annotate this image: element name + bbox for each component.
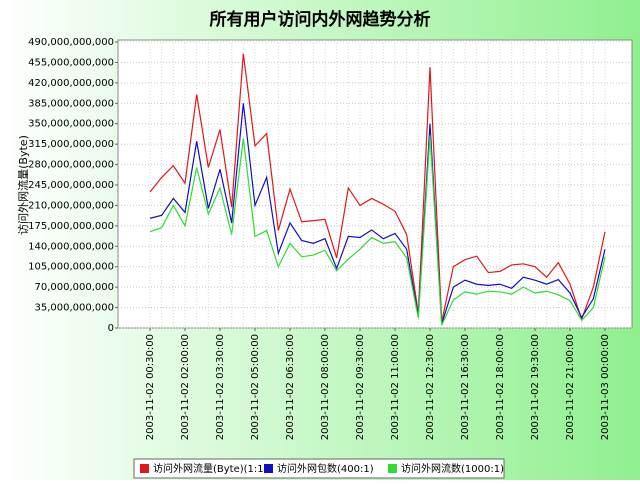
y-tick-label: 385,000,000,000 [28,98,114,109]
x-tick-label: 2003-11-02 18:00:00 [495,334,506,440]
y-tick-label: 140,000,000,000 [28,241,114,252]
y-tick-label: 280,000,000,000 [28,160,114,171]
y-tick-label: 105,000,000,000 [28,262,114,273]
y-tick-label: 245,000,000,000 [28,180,114,191]
y-tick-label: 35,000,000,000 [34,303,114,314]
x-tick-label: 2003-11-02 09:30:00 [355,334,366,440]
series-line [149,135,606,326]
x-tick-label: 2003-11-02 12:30:00 [425,334,436,440]
y-tick-label: 455,000,000,000 [28,57,114,68]
y-tick-label: 70,000,000,000 [34,282,114,293]
x-tick-label: 2003-11-02 02:00:00 [180,334,191,440]
y-tick-label: 0 [108,323,114,334]
x-tick-label: 2003-11-02 11:00:00 [390,334,401,440]
legend-swatch [388,464,397,473]
y-tick-label: 210,000,000,000 [28,200,114,211]
legend-swatch [140,464,149,473]
x-tick-label: 2003-11-02 00:30:00 [145,334,156,440]
x-tick-label: 2003-11-02 03:30:00 [215,334,226,440]
x-tick-label: 2003-11-02 16:30:00 [460,334,471,440]
y-tick-label: 490,000,000,000 [28,37,114,48]
chart-title: 所有用户访问内外网趋势分析 [210,9,431,30]
y-tick-label: 420,000,000,000 [28,78,114,89]
y-tick-label: 350,000,000,000 [28,119,114,130]
plot-area [117,39,633,329]
x-tick-label: 2003-11-02 19:30:00 [530,334,541,440]
legend-label: 访问外网包数(400:1) [277,462,374,475]
x-tick-label: 2003-11-02 08:00:00 [320,334,331,440]
x-tick-label: 2003-11-03 00:00:00 [600,334,611,440]
y-tick-label: 315,000,000,000 [28,139,114,150]
x-tick-label: 2003-11-02 21:00:00 [565,334,576,440]
y-axis-label: 访问外网流量(Byte) [16,135,30,235]
legend [133,458,505,479]
y-tick-label: 175,000,000,000 [28,221,114,232]
x-tick-label: 2003-11-02 06:30:00 [285,334,296,440]
legend-label: 访问外网流数(1000:1) [401,462,504,475]
legend-label: 访问外网流量(Byte)(1:1) [153,462,268,475]
x-tick-label: 2003-11-02 05:00:00 [250,334,261,440]
legend-swatch [264,464,273,473]
series-line [149,53,606,323]
series-line [149,103,606,325]
